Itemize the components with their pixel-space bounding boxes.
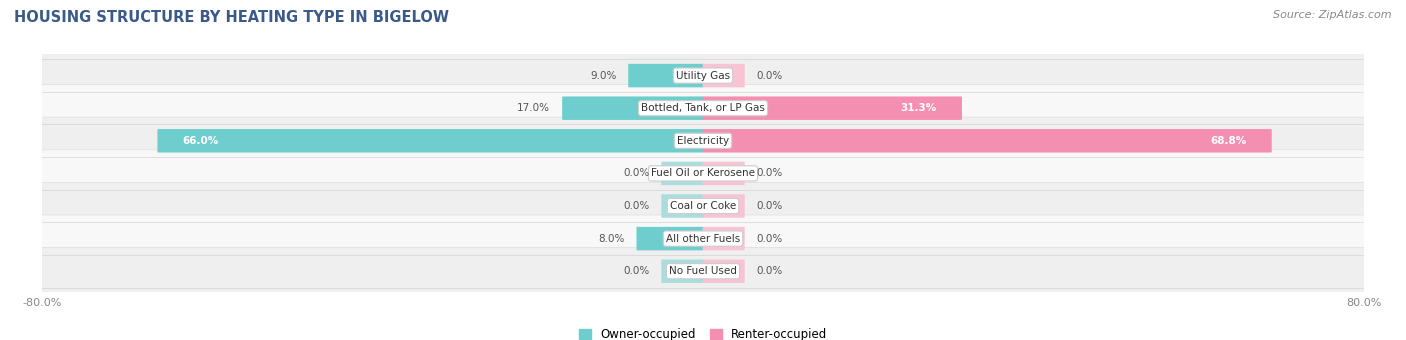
FancyBboxPatch shape	[661, 194, 703, 218]
Text: 0.0%: 0.0%	[756, 234, 783, 243]
FancyBboxPatch shape	[39, 117, 1367, 165]
FancyBboxPatch shape	[637, 227, 703, 250]
FancyBboxPatch shape	[703, 259, 745, 283]
Text: Electricity: Electricity	[676, 136, 730, 146]
Text: 31.3%: 31.3%	[900, 103, 936, 113]
Legend: Owner-occupied, Renter-occupied: Owner-occupied, Renter-occupied	[574, 324, 832, 340]
FancyBboxPatch shape	[39, 150, 1367, 197]
FancyBboxPatch shape	[39, 215, 1367, 262]
FancyBboxPatch shape	[703, 162, 745, 185]
FancyBboxPatch shape	[39, 85, 1367, 132]
Text: Coal or Coke: Coal or Coke	[669, 201, 737, 211]
FancyBboxPatch shape	[703, 97, 962, 120]
FancyBboxPatch shape	[39, 248, 1367, 295]
Text: All other Fuels: All other Fuels	[666, 234, 740, 243]
FancyBboxPatch shape	[562, 97, 703, 120]
FancyBboxPatch shape	[628, 64, 703, 87]
Text: 0.0%: 0.0%	[756, 168, 783, 179]
Text: Source: ZipAtlas.com: Source: ZipAtlas.com	[1274, 10, 1392, 20]
Text: 17.0%: 17.0%	[517, 103, 550, 113]
Text: 0.0%: 0.0%	[756, 201, 783, 211]
FancyBboxPatch shape	[661, 162, 703, 185]
FancyBboxPatch shape	[703, 194, 745, 218]
FancyBboxPatch shape	[661, 259, 703, 283]
Text: 66.0%: 66.0%	[183, 136, 219, 146]
Text: 68.8%: 68.8%	[1211, 136, 1247, 146]
FancyBboxPatch shape	[157, 129, 703, 153]
Text: 9.0%: 9.0%	[591, 71, 616, 81]
Text: 0.0%: 0.0%	[623, 201, 650, 211]
Text: HOUSING STRUCTURE BY HEATING TYPE IN BIGELOW: HOUSING STRUCTURE BY HEATING TYPE IN BIG…	[14, 10, 449, 25]
FancyBboxPatch shape	[39, 182, 1367, 230]
Text: Fuel Oil or Kerosene: Fuel Oil or Kerosene	[651, 168, 755, 179]
Text: Bottled, Tank, or LP Gas: Bottled, Tank, or LP Gas	[641, 103, 765, 113]
Text: 0.0%: 0.0%	[623, 266, 650, 276]
Text: 0.0%: 0.0%	[756, 266, 783, 276]
Text: Utility Gas: Utility Gas	[676, 71, 730, 81]
Text: 0.0%: 0.0%	[623, 168, 650, 179]
FancyBboxPatch shape	[703, 64, 745, 87]
FancyBboxPatch shape	[39, 52, 1367, 99]
FancyBboxPatch shape	[703, 129, 1271, 153]
Text: No Fuel Used: No Fuel Used	[669, 266, 737, 276]
Text: 0.0%: 0.0%	[756, 71, 783, 81]
FancyBboxPatch shape	[703, 227, 745, 250]
Text: 8.0%: 8.0%	[598, 234, 624, 243]
